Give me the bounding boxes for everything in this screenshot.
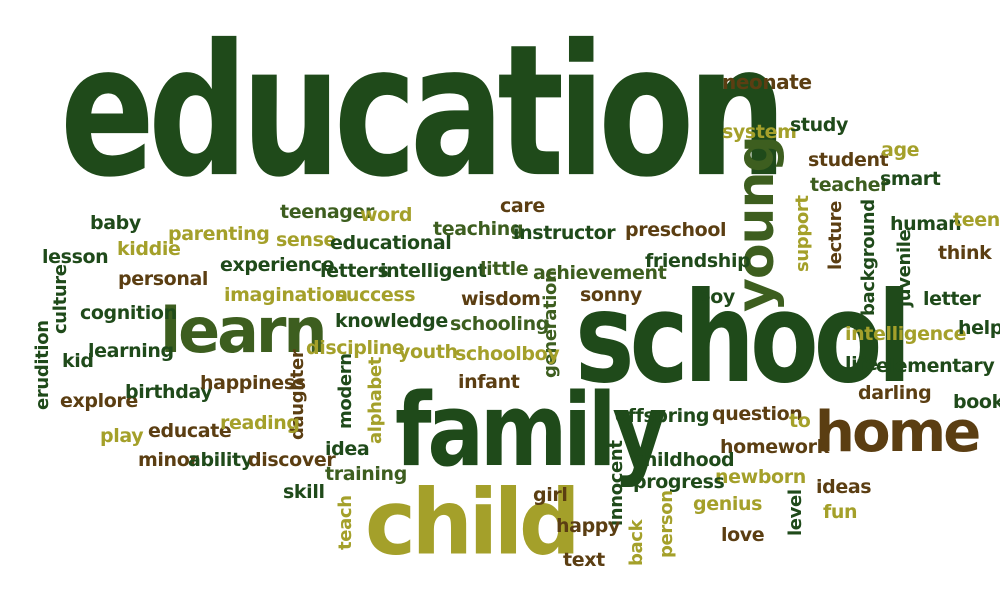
word-explore: explore [60,390,138,412]
word-ability: ability [188,449,253,471]
word-question: question [712,403,803,425]
word-teaching: teaching [433,218,524,240]
word-alphabet: alphabet [365,357,386,444]
word-family: family [395,371,667,490]
word-learn: learn [160,294,327,367]
word-girl: girl [533,484,568,506]
word-preschool: preschool [625,219,727,241]
word-discover: discover [248,449,336,471]
word-think: think [938,242,992,264]
word-teen: teen [953,209,1000,231]
word-fun: fun [823,501,858,523]
word-letter: letter [923,288,981,310]
word-educate: educate [148,420,232,442]
word-teenager: teenager [280,201,375,223]
word-experience: experience [220,254,335,276]
word-help: help [958,317,1000,339]
word-genius: genius [693,493,763,515]
word-school: school [575,264,912,411]
word-little: little [480,258,529,280]
word-modern: modern [335,353,356,429]
word-neonate: neonate [722,70,812,94]
word-reading: reading [220,412,300,434]
word-lesson: lesson [42,246,109,268]
word-child: child [365,470,581,576]
word-home: home [815,400,981,465]
word-childhood: childhood [633,449,735,471]
word-offspring: offspring [615,405,710,427]
word-newborn: newborn [715,466,806,488]
word-educational: educational [330,232,452,254]
word-teach: teach [335,495,356,550]
word-life: life [845,353,878,375]
word-play: play [100,425,144,447]
word-study: study [790,114,849,136]
word-person: person [656,490,677,558]
word-ideas: ideas [816,476,872,498]
word-personal: personal [118,268,209,290]
word-lecture: lecture [825,200,846,270]
word-word: word [360,204,413,226]
word-skill: skill [283,481,325,503]
word-age: age [881,139,920,161]
word-intelligence: intelligence [845,323,967,345]
word-to: to [789,410,811,432]
word-human: human [890,213,962,235]
word-young: young [726,136,786,312]
word-teacher: teacher [810,174,890,196]
word-discipline: discipline [306,337,405,359]
word-cognition: cognition [80,302,177,324]
word-letters: letters [320,260,389,282]
word-smart: smart [880,168,941,190]
word-kid: kid [62,350,94,372]
word-love: love [721,524,765,546]
word-success: success [335,284,416,306]
word-system: system [722,121,797,143]
word-knowledge: knowledge [335,310,448,332]
word-infant: infant [458,371,520,393]
word-level: level [785,489,806,536]
word-wisdom: wisdom [461,288,541,310]
word-birthday: birthday [125,381,213,403]
word-schoolboy: schoolboy [455,343,560,365]
word-juvenile: juvenile [894,229,915,307]
word-darling: darling [858,382,932,404]
word-culture: culture [50,264,71,334]
word-sense: sense [276,229,337,251]
word-support: support [792,195,813,272]
word-book: book [953,391,1000,413]
word-baby: baby [90,212,141,234]
word-erudition: erudition [32,320,53,410]
word-care: care [500,195,545,217]
word-sonny: sonny [580,284,642,306]
word-homework: homework [720,436,829,458]
word-kiddie: kiddie [117,238,181,260]
word-happy: happy [556,515,621,537]
word-youth: youth [398,341,458,363]
word-back: back [626,519,647,566]
word-schooling: schooling [450,313,549,335]
word-text: text [563,549,605,571]
word-parenting: parenting [168,223,270,245]
word-elementary: elementary [876,355,995,377]
word-idea: idea [325,438,370,460]
word-learning: learning [88,340,174,362]
word-background: background [858,199,879,316]
word-happiness: happiness [200,372,306,394]
word-intelligent: intelligent [380,260,487,282]
word-training: training [325,463,407,485]
word-friendship: friendship [645,250,751,272]
word-minor: minor [138,449,199,471]
word-innocent: innocent [606,440,627,526]
word-student: student [808,149,889,171]
word-progress: progress [633,471,725,493]
word-education: education [60,6,787,219]
word-boy: boy [697,286,735,308]
word-imagination: imagination [224,284,348,306]
word-achievement: achievement [533,262,667,284]
word-instructor: instructor [513,222,616,244]
